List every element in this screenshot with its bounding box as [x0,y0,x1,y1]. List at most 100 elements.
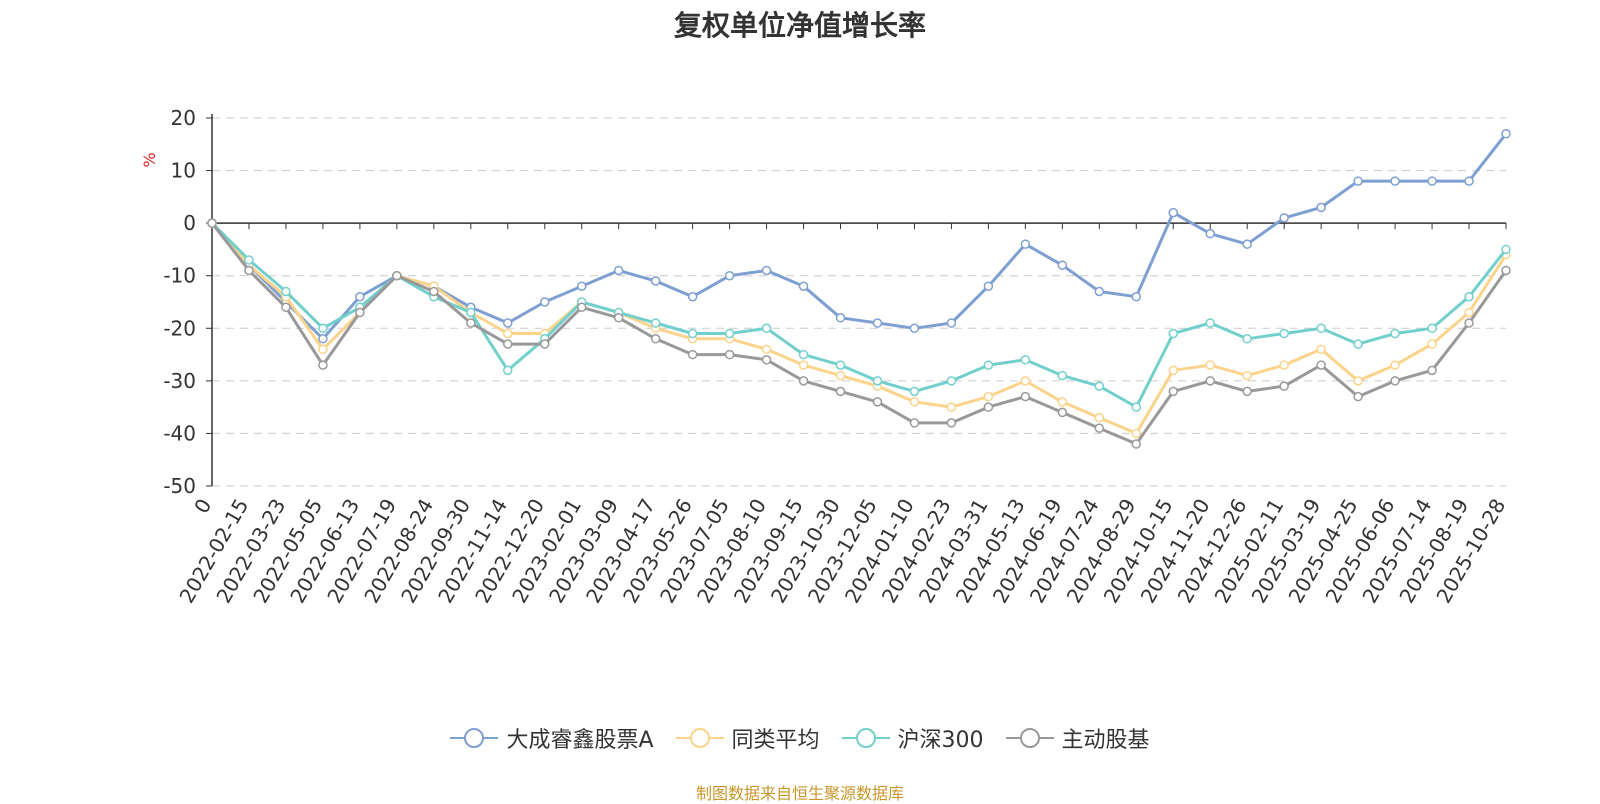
data-point [318,334,328,344]
series-0 [207,129,1511,344]
y-tick-label: -30 [163,369,196,393]
data-point [1427,339,1437,349]
y-tick-label: 10 [171,159,196,183]
data-point [576,281,587,291]
data-point [872,376,883,386]
series-3 [207,218,1511,449]
data-point [909,323,920,334]
data-point [281,286,291,297]
data-point [539,297,550,307]
data-point [724,270,735,281]
data-point [1057,370,1068,381]
legend-swatch-icon [1005,728,1054,748]
data-point [983,402,994,412]
legend-item-1[interactable]: 同类平均 [675,722,820,754]
data-point [1279,381,1289,391]
data-point [687,349,698,360]
data-point [1020,355,1031,365]
data-point [1464,318,1474,328]
y-tick-labels: 20 10 0 -10 -20 -30 -40 -50 [163,106,196,498]
legend-item-3[interactable]: 主动股基 [1005,722,1150,754]
y-axis-label: % [140,152,159,167]
data-point [983,360,994,370]
legend-item-0[interactable]: 大成睿鑫股票A [450,722,654,754]
data-point [724,328,735,339]
data-point [798,376,809,386]
data-point [1501,129,1511,139]
data-point [1501,265,1511,276]
legend-label: 大成睿鑫股票A [506,728,654,753]
data-point [1131,439,1142,449]
data-point [1020,391,1031,402]
data-point [946,318,957,328]
data-point [983,281,994,291]
data-point [1205,376,1215,386]
data-point [835,313,846,323]
data-point [1057,260,1068,270]
data-point [687,328,698,339]
data-point [1279,328,1289,339]
data-point [946,418,957,428]
data-point [909,418,920,428]
data-point [650,334,661,344]
data-point [1020,239,1031,249]
legend: 大成睿鑫股票A 同类平均 沪深300 主动股基 [0,722,1600,754]
data-point [1094,423,1105,433]
legend-label: 同类平均 [731,728,820,753]
data-point [1279,213,1289,223]
legend-item-2[interactable]: 沪深300 [841,722,984,754]
data-point [576,302,587,313]
data-point [244,265,254,276]
source-note: 制图数据来自恒生聚源数据库 [695,784,904,803]
grid-lines [206,117,1506,487]
x-tick-labels: 02022-02-152022-03-232022-05-052022-06-1… [174,495,1510,608]
data-point [503,365,513,376]
axes [211,114,1507,486]
data-point [761,355,772,365]
data-point [318,323,328,334]
data-point [613,313,624,323]
data-point [429,286,439,297]
data-point [1094,286,1105,297]
data-point [207,218,217,228]
data-point [1131,428,1142,439]
data-point [835,386,846,397]
y-tick-label: 20 [171,106,196,130]
data-point [761,323,772,334]
data-point [1427,323,1437,334]
legend-swatch-icon [450,728,499,748]
legend-swatch-icon [841,728,890,748]
data-point [1205,360,1215,370]
data-point [909,397,920,407]
data-point [1242,386,1252,397]
data-point [909,386,920,397]
data-point [1501,244,1511,255]
data-point [1390,376,1400,386]
legend-label: 主动股基 [1061,728,1150,753]
data-point [798,281,809,291]
data-point [983,391,994,402]
data-point [1094,381,1105,391]
data-point [1427,365,1437,376]
data-point [613,265,624,276]
data-point [392,270,402,281]
y-tick-label: -10 [163,264,196,288]
data-point [1316,323,1326,334]
data-point [724,349,735,360]
data-point [872,397,883,407]
data-point [1353,339,1363,349]
data-point [1279,360,1289,370]
data-point [539,339,550,349]
data-point [1427,176,1437,186]
data-point [503,339,513,349]
data-point [1020,376,1031,386]
data-point [1168,207,1179,218]
data-point [244,255,254,265]
x-tick-label: 0 [189,495,216,518]
data-point [1390,360,1400,370]
data-point [1168,328,1179,339]
data-point [1390,328,1400,339]
data-point [1131,291,1142,302]
data-point [1464,176,1474,186]
chart-title: 复权单位净值增长率 [673,9,926,42]
